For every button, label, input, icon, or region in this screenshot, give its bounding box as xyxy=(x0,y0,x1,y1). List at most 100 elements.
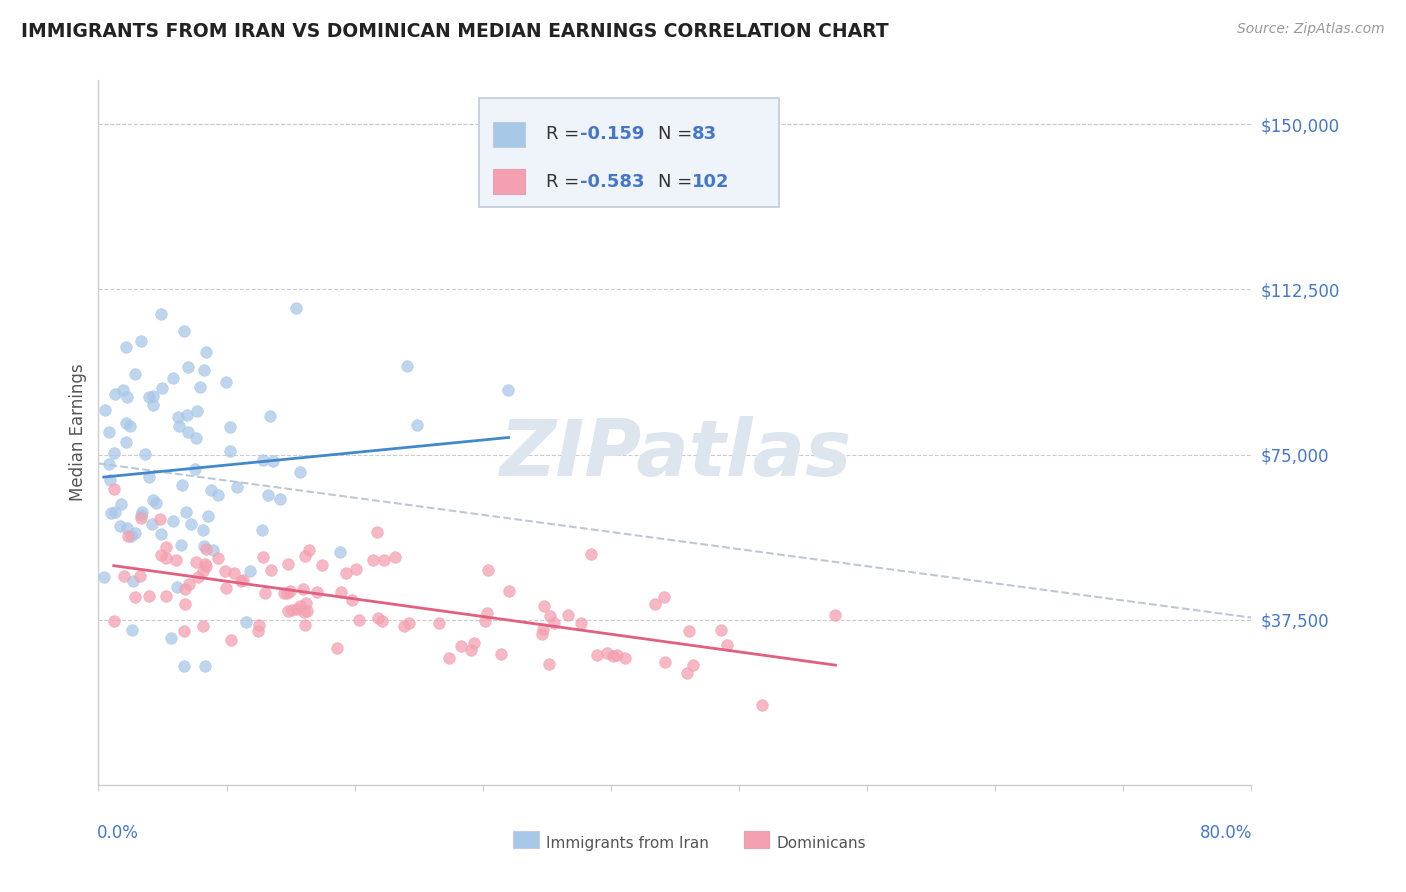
Text: IMMIGRANTS FROM IRAN VS DOMINICAN MEDIAN EARNINGS CORRELATION CHART: IMMIGRANTS FROM IRAN VS DOMINICAN MEDIAN… xyxy=(21,22,889,41)
Point xyxy=(292,582,315,596)
Point xyxy=(644,597,666,611)
Point xyxy=(531,627,554,641)
Point xyxy=(682,657,704,672)
Point xyxy=(219,443,242,458)
Point xyxy=(256,488,278,502)
Point xyxy=(477,563,499,577)
Point xyxy=(124,590,146,604)
Text: -0.159: -0.159 xyxy=(581,126,645,144)
Point xyxy=(201,542,224,557)
Point xyxy=(173,624,195,639)
Point xyxy=(97,457,120,471)
Point xyxy=(311,558,333,573)
Point xyxy=(195,345,218,359)
Point xyxy=(103,446,125,460)
Point xyxy=(129,508,152,522)
Point xyxy=(824,608,846,623)
Point xyxy=(103,482,125,496)
Point xyxy=(142,389,165,403)
Text: Dominicans: Dominicans xyxy=(776,836,866,851)
Text: -0.583: -0.583 xyxy=(581,173,645,191)
Point xyxy=(145,496,167,510)
Point xyxy=(290,465,312,479)
Point xyxy=(194,541,217,556)
Point xyxy=(124,526,146,541)
Point xyxy=(329,585,352,599)
Point xyxy=(751,698,773,712)
Point xyxy=(112,383,135,397)
Point xyxy=(398,616,420,631)
Point xyxy=(235,615,257,630)
Point xyxy=(191,619,214,633)
Point xyxy=(652,590,675,604)
Point xyxy=(93,570,115,584)
Point xyxy=(297,604,319,618)
Point xyxy=(676,665,699,680)
Point xyxy=(128,569,150,583)
Point xyxy=(215,582,238,596)
Text: N =: N = xyxy=(658,126,692,144)
Point xyxy=(170,538,193,552)
Point xyxy=(262,454,284,468)
Point xyxy=(288,599,311,613)
Point xyxy=(103,614,125,628)
Point xyxy=(176,425,198,439)
Point xyxy=(180,516,202,531)
Point xyxy=(543,616,565,631)
Point xyxy=(340,592,363,607)
Point xyxy=(112,569,135,583)
Point xyxy=(384,550,406,565)
Point xyxy=(173,324,195,338)
Bar xyxy=(744,830,769,848)
Point xyxy=(115,521,138,535)
Point xyxy=(117,529,139,543)
Point xyxy=(224,566,246,581)
Point xyxy=(193,523,215,537)
Point xyxy=(174,505,197,519)
Point xyxy=(194,659,217,673)
Point xyxy=(172,478,194,492)
Point xyxy=(141,516,163,531)
Text: N =: N = xyxy=(658,173,692,191)
Point xyxy=(186,404,208,418)
Point xyxy=(613,651,636,665)
Point xyxy=(463,636,485,650)
Point xyxy=(247,624,270,639)
Text: ZIPatlas: ZIPatlas xyxy=(499,416,851,491)
Point xyxy=(477,606,499,620)
Point xyxy=(392,619,415,633)
Point xyxy=(131,511,153,525)
Point xyxy=(149,526,172,541)
Point xyxy=(260,563,283,577)
Point xyxy=(437,651,460,665)
Point xyxy=(114,340,136,354)
Point xyxy=(138,590,160,604)
Point xyxy=(586,648,609,662)
Point xyxy=(247,618,270,632)
Point xyxy=(557,607,579,622)
Point xyxy=(259,409,281,423)
Point xyxy=(285,602,308,616)
Point xyxy=(159,631,181,645)
Point xyxy=(98,425,121,439)
Point xyxy=(173,597,195,611)
Point xyxy=(179,576,201,591)
Point xyxy=(602,649,624,664)
Point xyxy=(273,586,295,600)
Text: R =: R = xyxy=(546,173,579,191)
Point xyxy=(239,564,262,578)
Point xyxy=(173,659,195,673)
Point xyxy=(406,418,429,433)
Point xyxy=(184,555,207,569)
Point xyxy=(538,608,561,623)
Point xyxy=(215,376,238,390)
Point xyxy=(138,390,160,404)
Point xyxy=(187,570,209,584)
Text: 80.0%: 80.0% xyxy=(1201,823,1253,842)
Point xyxy=(207,488,229,502)
Point xyxy=(367,610,389,624)
Point xyxy=(278,584,301,599)
Point xyxy=(295,596,318,610)
Point xyxy=(166,581,188,595)
Point xyxy=(294,549,316,563)
